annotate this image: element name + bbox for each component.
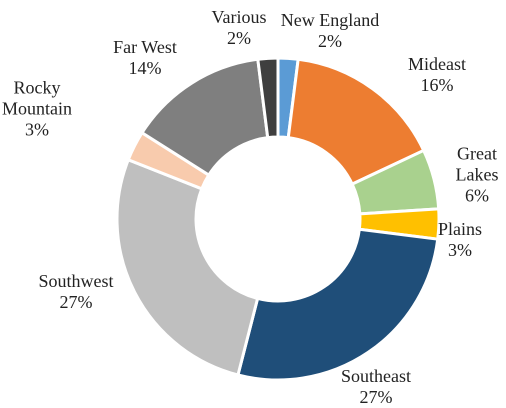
category-name: New England	[280, 10, 380, 30]
slice-label: Plains 3%	[430, 219, 490, 261]
value-label: 27%	[59, 292, 93, 312]
value-label: 27%	[359, 387, 393, 407]
category-name: Various	[211, 7, 267, 27]
value-label: 14%	[128, 58, 162, 78]
slice-label: Rocky Mountain 3%	[0, 78, 77, 141]
value-label: 16%	[420, 75, 454, 95]
donut-slice	[286, 57, 426, 187]
value-label: 2%	[318, 31, 342, 51]
slice-label: New England 2%	[270, 10, 390, 52]
donut-slice	[115, 157, 260, 377]
donut-slice	[236, 227, 440, 382]
category-name: Southwest	[38, 271, 114, 291]
value-label: 3%	[25, 119, 49, 140]
slice-label: Southeast 27%	[326, 366, 426, 408]
value-label: 6%	[465, 185, 489, 206]
slice-label: Far West 14%	[100, 37, 190, 79]
donut-slice	[256, 56, 280, 140]
category-name: Mideast	[408, 54, 466, 74]
slice-label: Southwest 27%	[26, 271, 126, 313]
category-name: Southeast	[341, 366, 411, 386]
value-label: 3%	[448, 240, 472, 260]
value-label: 2%	[227, 28, 251, 48]
category-name: Rocky Mountain	[2, 77, 72, 119]
category-name: Far West	[113, 37, 177, 57]
slice-label: Mideast 16%	[392, 54, 482, 96]
category-name: Plains	[437, 219, 482, 239]
slice-label: Various 2%	[199, 7, 279, 49]
category-name: Great Lakes	[455, 143, 499, 185]
slice-label: Great Lakes 6%	[450, 144, 505, 207]
